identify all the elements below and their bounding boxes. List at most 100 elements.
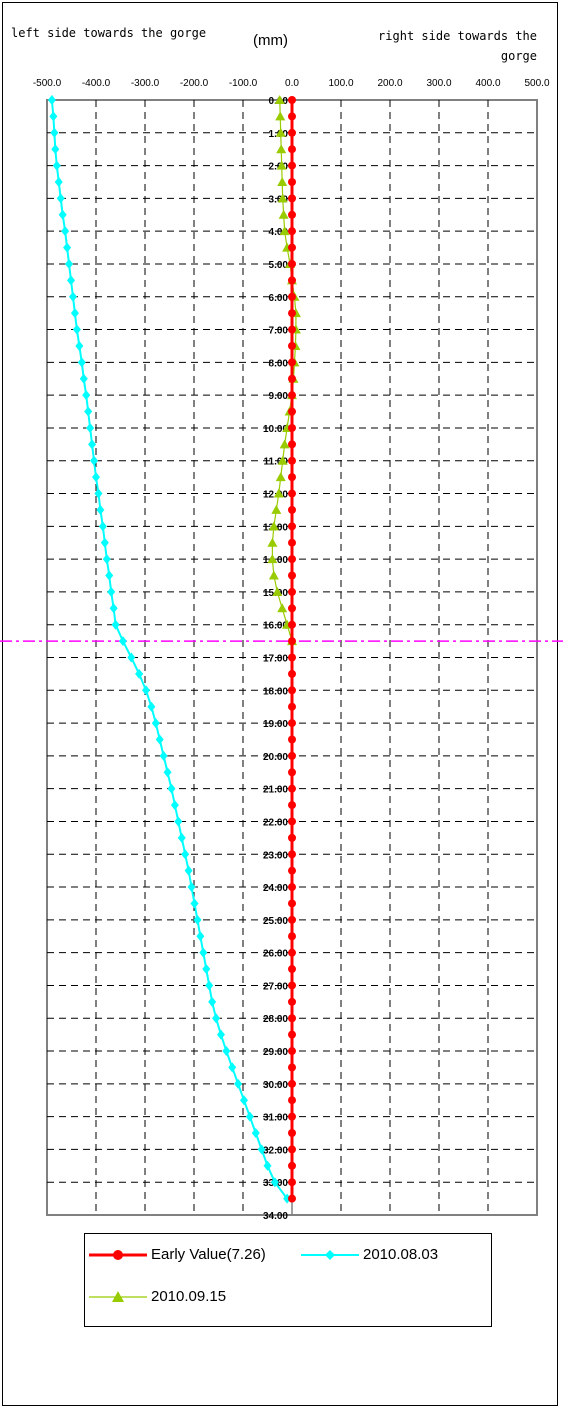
series-point	[187, 882, 196, 893]
series-point	[288, 538, 296, 547]
series-point	[288, 210, 296, 219]
y-tick-label: 20.00	[263, 752, 288, 763]
y-tick-label: 10.00	[263, 424, 288, 435]
series-point	[288, 801, 296, 810]
series-point	[50, 127, 59, 138]
series-point	[288, 965, 296, 974]
series-point	[277, 455, 288, 465]
series-point	[288, 1194, 296, 1203]
series-point	[288, 1161, 296, 1170]
y-tick-label: 32.00	[263, 1145, 288, 1156]
series-point	[276, 144, 287, 154]
legend-swatch-circle-icon	[89, 1249, 147, 1260]
y-tick-label: 31.00	[263, 1113, 288, 1124]
series-point	[288, 128, 296, 137]
series-point	[288, 161, 296, 170]
series-point	[288, 784, 296, 793]
series-point	[56, 193, 65, 204]
series-point	[107, 586, 116, 597]
legend-label-2010-09-15: 2010.09.15	[151, 1288, 227, 1305]
series-point	[199, 947, 208, 958]
y-tick-label: 25.00	[263, 916, 288, 927]
series-point	[288, 1145, 296, 1154]
series-point	[263, 1160, 272, 1171]
series-point	[208, 996, 217, 1007]
series-point	[272, 586, 283, 596]
series-point	[222, 1046, 231, 1057]
series-point	[159, 750, 168, 761]
series-point	[135, 668, 144, 679]
series-point	[288, 145, 296, 154]
series-point	[118, 636, 127, 647]
x-tick-label: 500.0	[524, 78, 549, 89]
series-point	[288, 423, 296, 432]
series-point	[72, 324, 81, 335]
series-point	[88, 439, 97, 450]
series-point	[86, 422, 95, 433]
series-point	[288, 522, 296, 531]
series-point	[147, 701, 156, 712]
series-point	[102, 554, 111, 565]
series-point	[61, 226, 70, 237]
series-point	[274, 95, 285, 104]
series-point	[288, 899, 296, 908]
series-point	[288, 620, 296, 629]
series-point	[288, 1079, 296, 1088]
series-point	[58, 209, 67, 220]
legend-label-2010-08-03: 2010.08.03	[363, 1246, 439, 1263]
series-point	[47, 95, 56, 105]
series-point	[288, 850, 296, 859]
series-point	[288, 1063, 296, 1072]
y-tick-label: 11.00	[264, 457, 289, 468]
x-tick-label: 200.0	[377, 78, 402, 89]
legend-item-2010-09-15: 2010.09.15	[89, 1288, 226, 1305]
series-point	[268, 521, 279, 531]
legend-item-early-value: Early Value(7.26)	[89, 1246, 266, 1263]
series-point	[288, 637, 296, 646]
series-point	[63, 242, 72, 253]
series-point	[288, 177, 296, 186]
series-point	[275, 127, 286, 137]
y-tick-label: 6.00	[269, 293, 289, 304]
series-point	[273, 488, 284, 498]
series-point	[54, 176, 63, 187]
series-point	[51, 144, 60, 155]
series-point	[277, 176, 288, 186]
series-point	[228, 1062, 237, 1073]
series-point	[276, 160, 287, 170]
series-point	[163, 767, 172, 778]
series-point	[288, 440, 296, 449]
series-point	[288, 768, 296, 777]
series-point	[288, 1129, 296, 1138]
y-tick-label: 21.00	[263, 785, 288, 796]
series-point	[190, 898, 199, 909]
series-point	[288, 112, 296, 121]
series-point	[268, 570, 279, 580]
series-point	[288, 932, 296, 941]
legend-item-2010-08-03: 2010.08.03	[301, 1246, 438, 1263]
x-tick-label: -200.0	[180, 78, 209, 89]
series-point	[100, 537, 109, 548]
series-point	[202, 964, 211, 975]
y-tick-label: 9.00	[269, 391, 289, 402]
series-point	[267, 554, 278, 564]
series-point	[196, 931, 205, 942]
y-tick-label: 7.00	[269, 326, 289, 337]
series-point	[277, 193, 288, 203]
series-point	[288, 96, 296, 104]
series-point	[288, 1030, 296, 1039]
series-point	[288, 735, 296, 744]
y-tick-label: 28.00	[263, 1014, 288, 1025]
series-point	[67, 275, 76, 286]
series-point	[141, 685, 150, 696]
series-point	[70, 308, 79, 319]
series-point	[288, 374, 296, 383]
series-point	[288, 243, 296, 252]
series-point	[288, 1047, 296, 1056]
x-tick-label: -500.0	[33, 78, 62, 89]
series-point	[96, 504, 105, 515]
y-tick-label: 27.00	[263, 981, 288, 992]
series-point	[288, 653, 296, 662]
y-tick-label: 3.00	[269, 194, 289, 205]
